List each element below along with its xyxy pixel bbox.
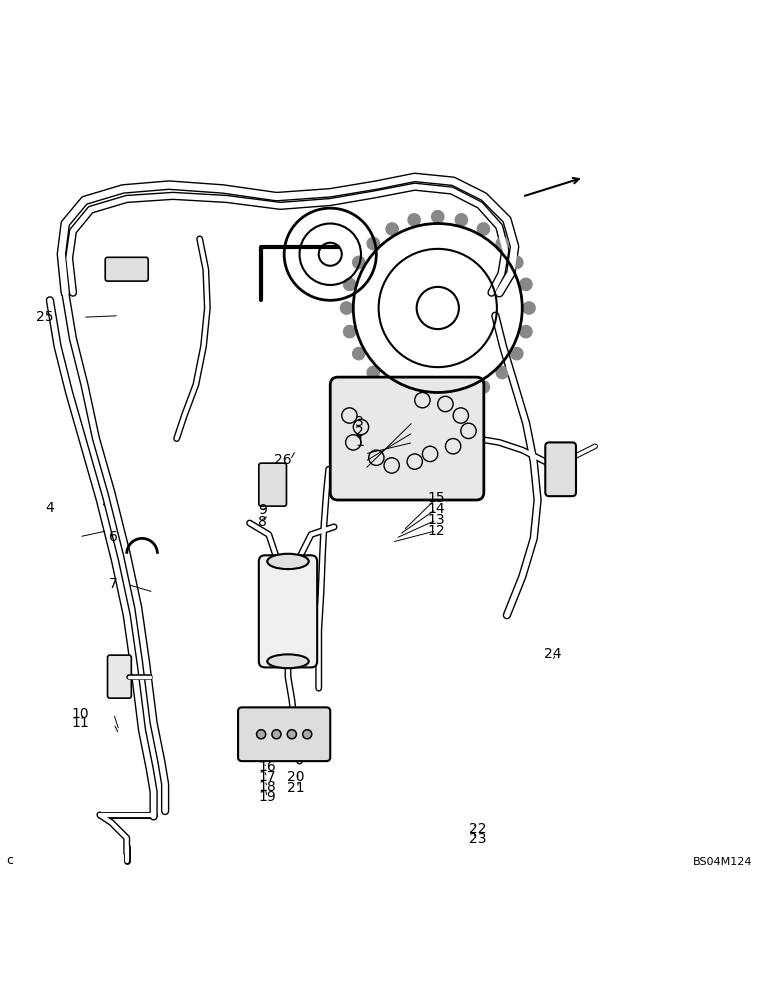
Text: 9: 9: [258, 503, 267, 517]
Text: 12: 12: [428, 524, 445, 538]
Ellipse shape: [267, 554, 309, 569]
Text: 25: 25: [36, 310, 53, 324]
FancyBboxPatch shape: [330, 377, 484, 500]
Circle shape: [432, 211, 444, 223]
Circle shape: [511, 256, 523, 269]
Circle shape: [343, 278, 356, 291]
Circle shape: [258, 731, 264, 737]
Circle shape: [287, 730, 296, 739]
Circle shape: [477, 381, 489, 393]
Text: 23: 23: [469, 832, 486, 846]
Circle shape: [367, 237, 379, 250]
Text: 21: 21: [287, 781, 304, 795]
Circle shape: [455, 390, 468, 402]
Text: 7: 7: [109, 577, 118, 591]
Circle shape: [303, 730, 312, 739]
Circle shape: [408, 214, 420, 226]
Circle shape: [304, 731, 310, 737]
Text: 16: 16: [258, 760, 276, 774]
FancyBboxPatch shape: [259, 463, 286, 506]
Text: 1: 1: [355, 435, 364, 449]
Circle shape: [289, 731, 295, 737]
Text: 14: 14: [428, 502, 445, 516]
Text: 4: 4: [45, 501, 55, 515]
Text: 17: 17: [259, 770, 276, 784]
Circle shape: [511, 347, 523, 360]
Circle shape: [353, 347, 365, 360]
Circle shape: [257, 730, 266, 739]
Circle shape: [386, 223, 399, 235]
FancyBboxPatch shape: [238, 707, 330, 761]
Text: 18: 18: [258, 780, 276, 794]
Ellipse shape: [267, 654, 309, 668]
Circle shape: [455, 214, 468, 226]
FancyBboxPatch shape: [545, 442, 576, 496]
Circle shape: [496, 237, 508, 250]
Text: 2: 2: [355, 425, 364, 439]
Text: 19: 19: [258, 790, 276, 804]
Text: 11: 11: [71, 716, 90, 730]
FancyBboxPatch shape: [259, 555, 317, 667]
Circle shape: [367, 366, 379, 379]
Text: 6: 6: [109, 530, 118, 544]
Text: 15: 15: [428, 491, 445, 505]
FancyBboxPatch shape: [108, 655, 131, 698]
Circle shape: [520, 278, 532, 291]
Text: BS04M124: BS04M124: [694, 857, 753, 867]
Circle shape: [408, 390, 420, 402]
Text: 26: 26: [274, 453, 291, 467]
Text: 13: 13: [428, 513, 445, 527]
Text: 22: 22: [469, 822, 486, 836]
Circle shape: [272, 730, 281, 739]
Circle shape: [273, 731, 280, 737]
Text: 3: 3: [355, 415, 364, 429]
Circle shape: [523, 302, 535, 314]
Circle shape: [432, 393, 444, 405]
Circle shape: [386, 381, 399, 393]
Circle shape: [520, 325, 532, 338]
Text: 10: 10: [72, 707, 89, 721]
Text: 24: 24: [545, 647, 561, 661]
Circle shape: [343, 325, 356, 338]
Text: 20: 20: [287, 770, 304, 784]
Text: 8: 8: [258, 515, 267, 529]
Circle shape: [340, 302, 353, 314]
Circle shape: [496, 366, 508, 379]
Circle shape: [353, 256, 365, 269]
FancyBboxPatch shape: [105, 257, 148, 281]
Text: c: c: [6, 854, 13, 867]
Circle shape: [477, 223, 489, 235]
